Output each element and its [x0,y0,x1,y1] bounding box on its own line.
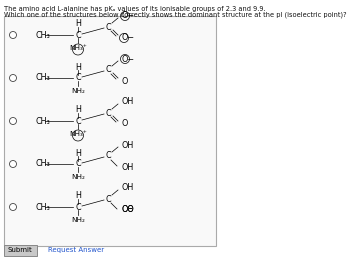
Text: CH₃: CH₃ [36,159,51,168]
Text: Request Answer: Request Answer [48,247,104,253]
Circle shape [9,204,16,211]
Circle shape [9,118,16,125]
Text: NH₂: NH₂ [71,174,85,180]
Text: NH₂: NH₂ [71,217,85,223]
Circle shape [9,160,16,167]
Text: C: C [105,23,111,31]
Text: CH₃: CH₃ [36,30,51,40]
Text: O: O [121,120,127,128]
Text: OH: OH [122,140,134,150]
Text: H: H [75,106,81,114]
Text: NH₃⁺: NH₃⁺ [69,45,87,51]
Text: C: C [105,108,111,118]
Text: O−: O− [122,55,135,63]
Text: H: H [75,148,81,158]
Text: CH₃: CH₃ [36,116,51,126]
Text: Submit: Submit [8,247,32,253]
Text: C: C [105,66,111,75]
Text: C: C [75,159,81,168]
Text: O: O [121,76,127,86]
Text: C: C [105,194,111,204]
Text: C: C [105,152,111,160]
Text: CH₃: CH₃ [36,203,51,211]
Circle shape [9,75,16,81]
Text: O−: O− [122,11,135,21]
Text: OH: OH [122,184,134,192]
Text: H: H [75,62,81,72]
Text: Which one of the structures below correctly shows the dominant structure at the : Which one of the structures below correc… [4,12,346,18]
FancyBboxPatch shape [4,244,36,256]
FancyBboxPatch shape [4,16,216,246]
Text: H: H [75,192,81,200]
Text: CH₃: CH₃ [36,74,51,82]
Text: OH: OH [122,98,134,107]
Text: C: C [75,116,81,126]
Text: NH₂: NH₂ [71,88,85,94]
Text: OΘ: OΘ [121,205,134,214]
Text: H: H [75,20,81,29]
Text: NH₃⁺: NH₃⁺ [69,131,87,137]
Text: C: C [75,74,81,82]
Text: C: C [75,203,81,211]
Text: The amino acid L-alanine has pKₐ values of its ionisable groups of 2.3 and 9.9.: The amino acid L-alanine has pKₐ values … [4,6,266,12]
Text: OΘ: OΘ [121,205,134,214]
Text: OH: OH [121,162,133,172]
Text: C: C [75,30,81,40]
Circle shape [9,31,16,38]
Text: O−: O− [121,34,134,42]
